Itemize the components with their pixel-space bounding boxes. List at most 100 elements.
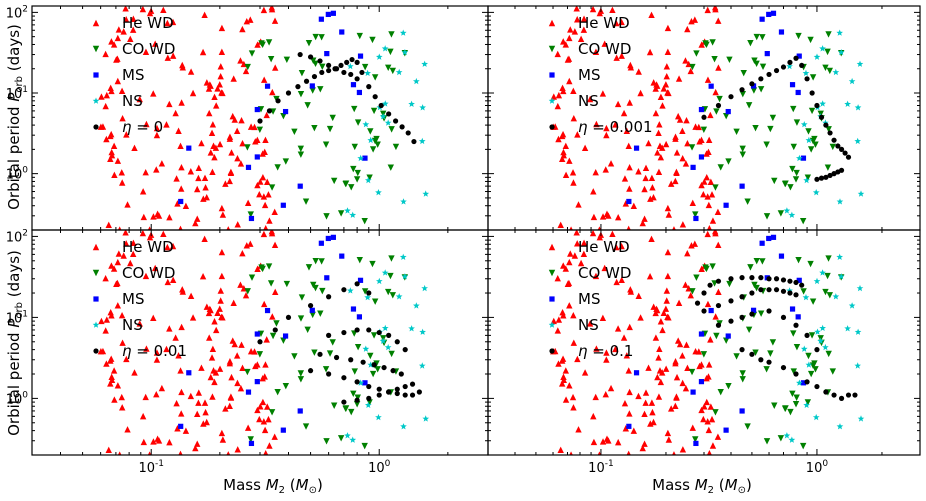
data-point [647, 420, 654, 427]
data-point [701, 403, 708, 410]
data-point [852, 392, 858, 398]
data-point [114, 382, 122, 389]
data-point [247, 123, 255, 130]
data-point [766, 11, 772, 18]
data-point [242, 292, 250, 299]
data-point [153, 124, 161, 132]
data-point [416, 389, 422, 395]
data-point [177, 367, 184, 374]
data-point [207, 82, 214, 89]
data-point [237, 57, 244, 64]
data-point [788, 211, 796, 218]
data-point [302, 198, 310, 205]
data-point [623, 127, 631, 134]
data-point [712, 88, 719, 96]
data-point [244, 424, 252, 431]
data-point [707, 282, 713, 288]
data-point [257, 178, 264, 185]
data-point [639, 444, 646, 452]
data-point [603, 124, 610, 132]
data-point [400, 423, 407, 430]
data-point [297, 315, 305, 322]
data-point [758, 275, 764, 281]
data-point [703, 150, 710, 157]
data-point [381, 100, 389, 107]
data-point [672, 402, 679, 409]
data-point [622, 425, 630, 432]
data-point [780, 314, 787, 321]
data-point [807, 36, 814, 44]
data-point [804, 76, 810, 82]
data-point [706, 450, 712, 455]
data-point [703, 265, 710, 273]
data-point [555, 360, 562, 367]
data-point [679, 379, 686, 387]
data-point [792, 401, 800, 408]
data-point [626, 423, 632, 429]
data-point [764, 51, 770, 57]
data-point [567, 26, 574, 33]
data-point [780, 288, 787, 294]
data-point [248, 274, 256, 281]
data-point [378, 102, 384, 109]
data-point [581, 144, 589, 152]
data-point [832, 293, 840, 300]
data-point [749, 311, 755, 317]
data-point [254, 265, 261, 272]
data-point [360, 359, 366, 365]
data-point [192, 219, 199, 227]
data-point [626, 99, 633, 106]
data-point [650, 79, 657, 86]
data-point [285, 90, 292, 96]
data-point [118, 393, 125, 401]
data-point [297, 51, 303, 58]
data-point [131, 144, 138, 152]
data-point [605, 212, 612, 219]
data-point [307, 368, 314, 374]
data-point [311, 124, 318, 132]
data-point [844, 325, 851, 332]
data-point [704, 6, 711, 14]
data-point [626, 198, 632, 205]
data-point [265, 263, 273, 270]
legend-label: CO WD [122, 264, 175, 282]
data-point [209, 345, 217, 353]
data-point [218, 272, 226, 280]
data-point [280, 112, 287, 120]
data-point [260, 230, 268, 238]
data-point [266, 442, 273, 449]
data-point [698, 331, 705, 337]
data-point [384, 343, 392, 351]
data-point [140, 213, 148, 221]
data-point [646, 273, 654, 280]
data-point [565, 55, 573, 62]
data-point [108, 148, 115, 156]
data-point [642, 174, 649, 182]
data-point [394, 390, 400, 397]
data-point [715, 288, 722, 295]
data-point [189, 314, 197, 321]
data-point [252, 362, 259, 370]
data-point [280, 202, 286, 208]
data-point [260, 300, 268, 308]
legend-marker [92, 45, 100, 53]
data-point [172, 109, 179, 117]
data-point [178, 423, 184, 429]
data-point [385, 64, 392, 72]
data-point [127, 259, 134, 267]
data-point [665, 314, 672, 321]
data-point [733, 353, 740, 360]
data-point [257, 403, 264, 410]
data-point [256, 126, 264, 134]
legend-marker [93, 296, 99, 302]
data-point [317, 86, 324, 93]
data-point [838, 167, 845, 173]
data-point [771, 177, 778, 185]
data-point [599, 90, 607, 97]
data-point [648, 235, 655, 243]
data-point [714, 433, 722, 440]
data-point [656, 345, 663, 353]
data-point [602, 166, 609, 173]
data-point [703, 398, 710, 406]
data-point [698, 406, 705, 414]
